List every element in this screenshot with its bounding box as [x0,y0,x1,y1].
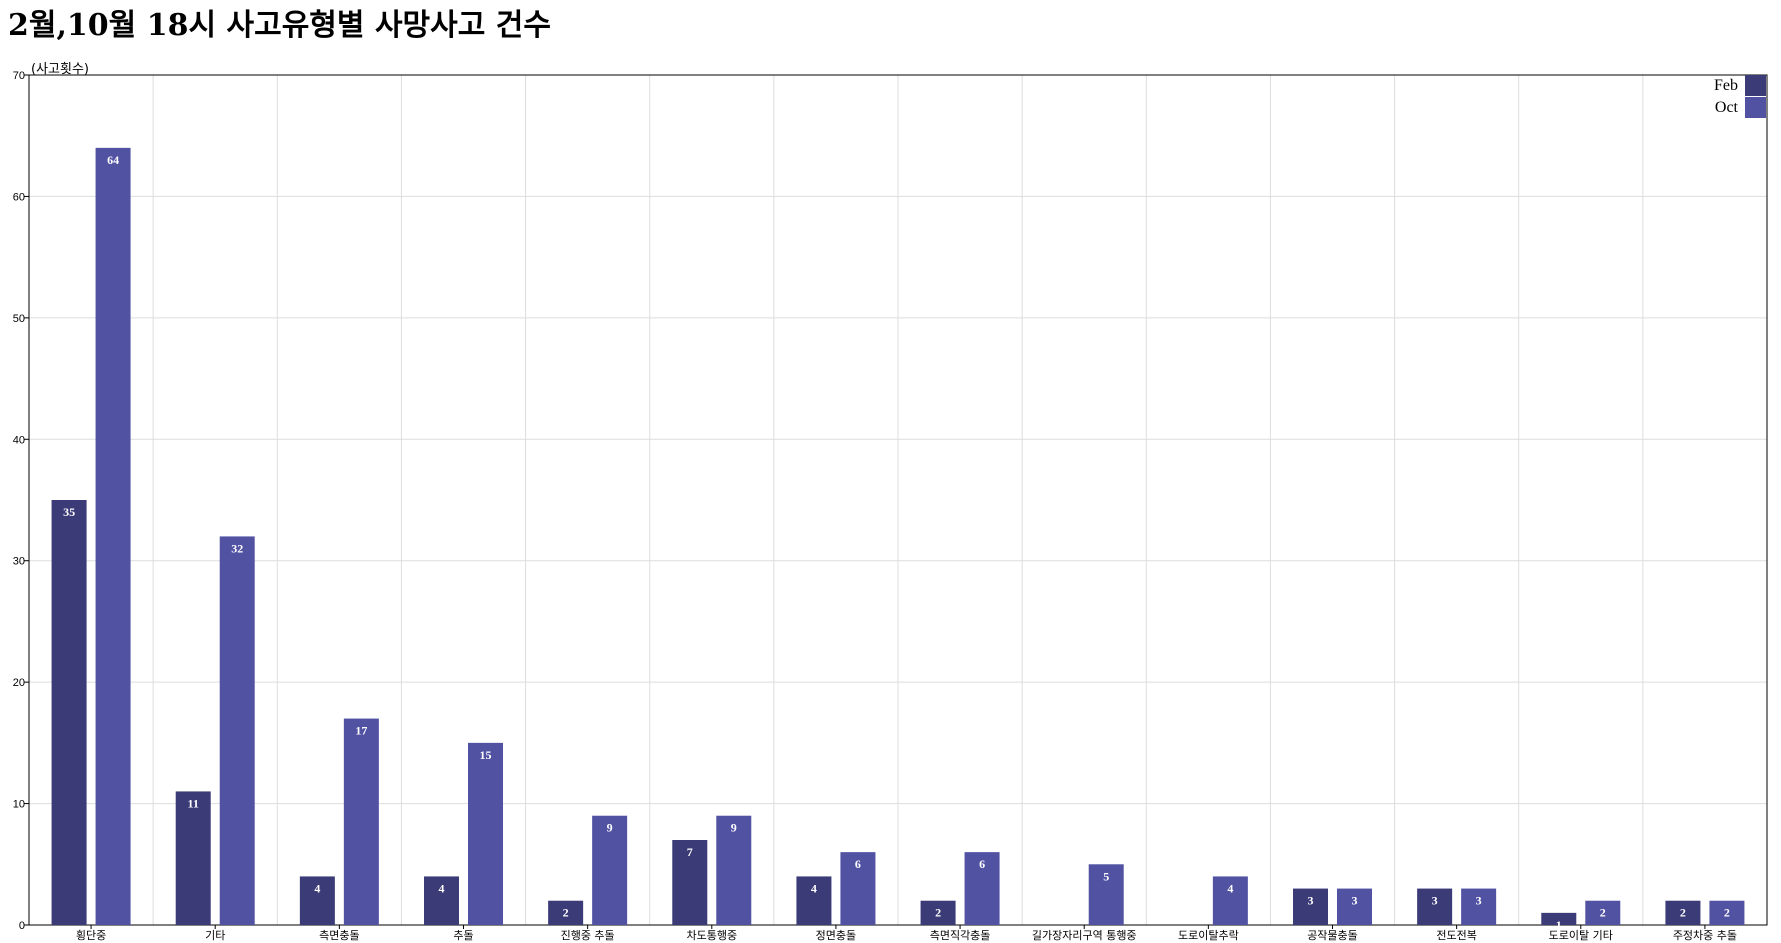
bar-oct [592,815,628,925]
axes [28,74,1768,926]
x-axis-labels: 횡단중 기타 측면충돌 추돌 진행중 추돌 차도통행중 정면충돌 측면직각충돌 길가장자리구역 … [76,925,1737,942]
bar-oct [1212,876,1248,925]
data-label: 4 [439,881,445,895]
data-label: 17 [355,724,367,738]
y-axis-ticks: 0 10 20 30 40 50 60 70 [13,70,29,932]
data-label: 7 [687,845,693,859]
bar-oct [468,742,503,925]
bar-oct [1585,900,1621,925]
legend-swatch [1745,75,1766,96]
data-label: 9 [607,821,613,835]
data-label: 5 [1103,869,1109,883]
data-label: 4 [314,881,320,895]
y-tick-label: 50 [13,313,25,325]
chart-title: 2월,10월 18시 사고유형별 사망사고 건수 [8,8,551,43]
bar-feb [920,900,956,925]
bar-oct [840,852,876,925]
data-label: 11 [188,796,199,810]
bar-oct [964,852,1000,925]
x-tick-label: 횡단중 [76,929,106,942]
data-label: 64 [107,153,119,167]
bar-feb [548,900,584,925]
bars: 35 64 11 32 4 17 4 15 2 9 7 9 4 6 2 6 5 4 3 3 3 3 1 2 2 2 [51,147,1745,932]
bar-oct [1088,864,1124,925]
data-label: 4 [811,881,817,895]
x-tick-label: 정면충돌 [816,929,856,942]
plot-frame [28,74,1768,926]
bar-feb [51,500,87,925]
x-tick-label: 길가장자리구역 통행중 [1032,929,1137,942]
data-label: 3 [1308,894,1314,908]
x-tick-label: 추돌 [453,929,473,942]
legend-swatch [1745,97,1766,118]
bar-oct [95,147,131,925]
data-label: 2 [1724,906,1730,920]
x-tick-label: 측면직각충돌 [930,929,991,942]
y-tick-label: 40 [13,434,25,446]
data-label: 4 [1227,881,1233,895]
data-label: 9 [731,821,737,835]
x-tick-label: 기타 [205,929,225,942]
data-label: 6 [979,857,985,871]
y-tick-label: 10 [13,799,25,811]
data-label: 2 [935,906,941,920]
x-tick-label: 도로이탈추락 [1178,929,1239,942]
data-label: 1 [1556,918,1562,932]
x-tick-label: 측면충돌 [319,929,359,942]
gridlines [29,75,1767,925]
bar-feb [796,876,832,925]
data-label: 6 [855,857,861,871]
data-label: 3 [1432,894,1438,908]
x-tick-label: 차도통행중 [686,929,737,942]
bar-feb [1417,888,1453,925]
x-tick-label: 공작물충돌 [1307,929,1358,942]
legend-label: Feb [1714,77,1738,94]
x-tick-label: 진행중 추돌 [561,929,615,942]
bar-oct [1709,900,1745,925]
bar-oct [1461,888,1497,925]
bar-oct [716,815,752,925]
y-tick-label: 30 [13,556,25,568]
data-label: 32 [231,541,243,555]
y-axis-label: (사고횟수) [31,62,89,77]
data-label: 35 [63,505,75,519]
x-tick-label: 주정차중 추돌 [1673,929,1737,942]
y-tick-label: 20 [13,677,25,689]
bar-feb [1665,900,1701,925]
bar-feb [1541,912,1577,925]
bar-oct [219,536,255,925]
data-label: 15 [480,748,492,762]
bar-feb [175,791,211,925]
data-label: 3 [1476,894,1482,908]
legend: Feb Oct [1714,75,1766,118]
x-tick-label: 전도전복 [1436,929,1476,942]
data-label: 2 [563,906,569,920]
bar-feb [299,876,335,925]
legend-label: Oct [1715,99,1739,116]
data-label: 2 [1600,906,1606,920]
x-tick-label: 도로이탈 기타 [1549,929,1613,942]
bar-feb [1293,888,1328,925]
y-tick-label: 70 [13,70,25,82]
data-label: 3 [1352,894,1358,908]
bar-feb [424,876,459,925]
bar-oct [1337,888,1372,925]
bar-oct [343,718,379,925]
data-label: 2 [1680,906,1686,920]
y-tick-label: 0 [19,920,25,932]
y-tick-label: 60 [13,191,25,203]
bar-feb [672,840,708,925]
